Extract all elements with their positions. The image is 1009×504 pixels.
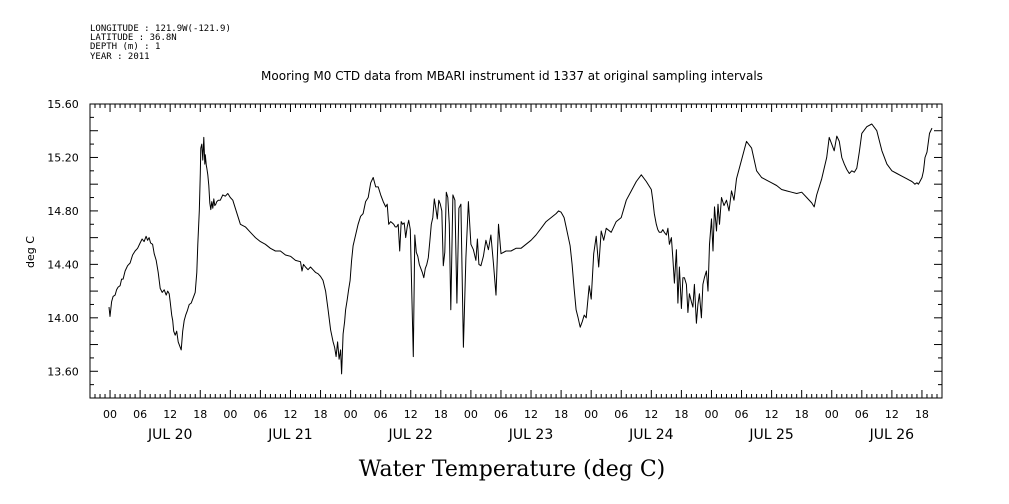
metadata-block: LONGITUDE : 121.9W(-121.9) LATITUDE : 36…	[90, 24, 231, 62]
x-hour-label: 18	[795, 408, 809, 421]
x-day-label: JUL 26	[869, 427, 915, 443]
x-hour-label: 12	[644, 408, 658, 421]
y-tick-label: 15.60	[47, 98, 79, 111]
y-tick-label: 15.20	[47, 151, 79, 164]
temperature-line	[108, 123, 933, 375]
x-hour-label: 18	[434, 408, 448, 421]
x-hour-label: 12	[404, 408, 418, 421]
series-group	[108, 123, 933, 375]
x-day-label: JUL 21	[267, 427, 312, 443]
axes: 15.60 15.20 14.80 14.40 14.00 13.60 00 06 12 18 00…	[47, 98, 943, 443]
x-hour-label: 00	[584, 408, 598, 421]
y-tick-label: 14.00	[47, 312, 79, 325]
x-hour-label: 00	[825, 408, 839, 421]
x-hour-label: 06	[735, 408, 749, 421]
x-hour-label: 06	[494, 408, 508, 421]
meta-year: YEAR : 2011	[90, 52, 150, 62]
y-tick-label: 14.80	[47, 205, 79, 218]
x-hour-label: 06	[253, 408, 267, 421]
meta-longitude: LONGITUDE : 121.9W(-121.9)	[90, 24, 231, 34]
y-axis-label: deg C	[24, 236, 37, 268]
x-hour-label: 00	[464, 408, 478, 421]
plot-frame	[89, 103, 943, 399]
y-tick-label: 14.40	[47, 258, 79, 271]
x-day-label: JUL 22	[388, 427, 433, 443]
x-axis-title: Water Temperature (deg C)	[359, 457, 666, 482]
x-hour-label: 06	[133, 408, 147, 421]
x-hour-label: 06	[855, 408, 869, 421]
x-hour-label: 00	[223, 408, 237, 421]
x-hour-label: 12	[524, 408, 538, 421]
chart-title: Mooring M0 CTD data from MBARI instrumen…	[261, 69, 763, 83]
x-hour-label: 00	[344, 408, 358, 421]
x-hour-label: 18	[193, 408, 207, 421]
x-day-label: JUL 25	[748, 427, 793, 443]
x-hour-label: 06	[374, 408, 388, 421]
x-hour-label: 18	[314, 408, 328, 421]
x-hour-label: 18	[674, 408, 688, 421]
x-hour-label: 12	[163, 408, 177, 421]
x-hour-label: 00	[103, 408, 117, 421]
x-hour-label: 18	[554, 408, 568, 421]
x-day-label: JUL 23	[508, 427, 553, 443]
x-hour-label: 12	[885, 408, 899, 421]
x-hour-label: 18	[915, 408, 929, 421]
y-tick-label: 13.60	[47, 365, 79, 378]
x-hour-label: 00	[704, 408, 718, 421]
meta-latitude: LATITUDE : 36.8N	[90, 33, 177, 43]
x-day-label: JUL 20	[147, 427, 192, 443]
x-hour-label: 12	[765, 408, 779, 421]
meta-depth: DEPTH (m) : 1	[90, 42, 160, 52]
x-day-label: JUL 24	[628, 427, 674, 443]
x-hour-label: 06	[614, 408, 628, 421]
x-hour-label: 12	[283, 408, 297, 421]
